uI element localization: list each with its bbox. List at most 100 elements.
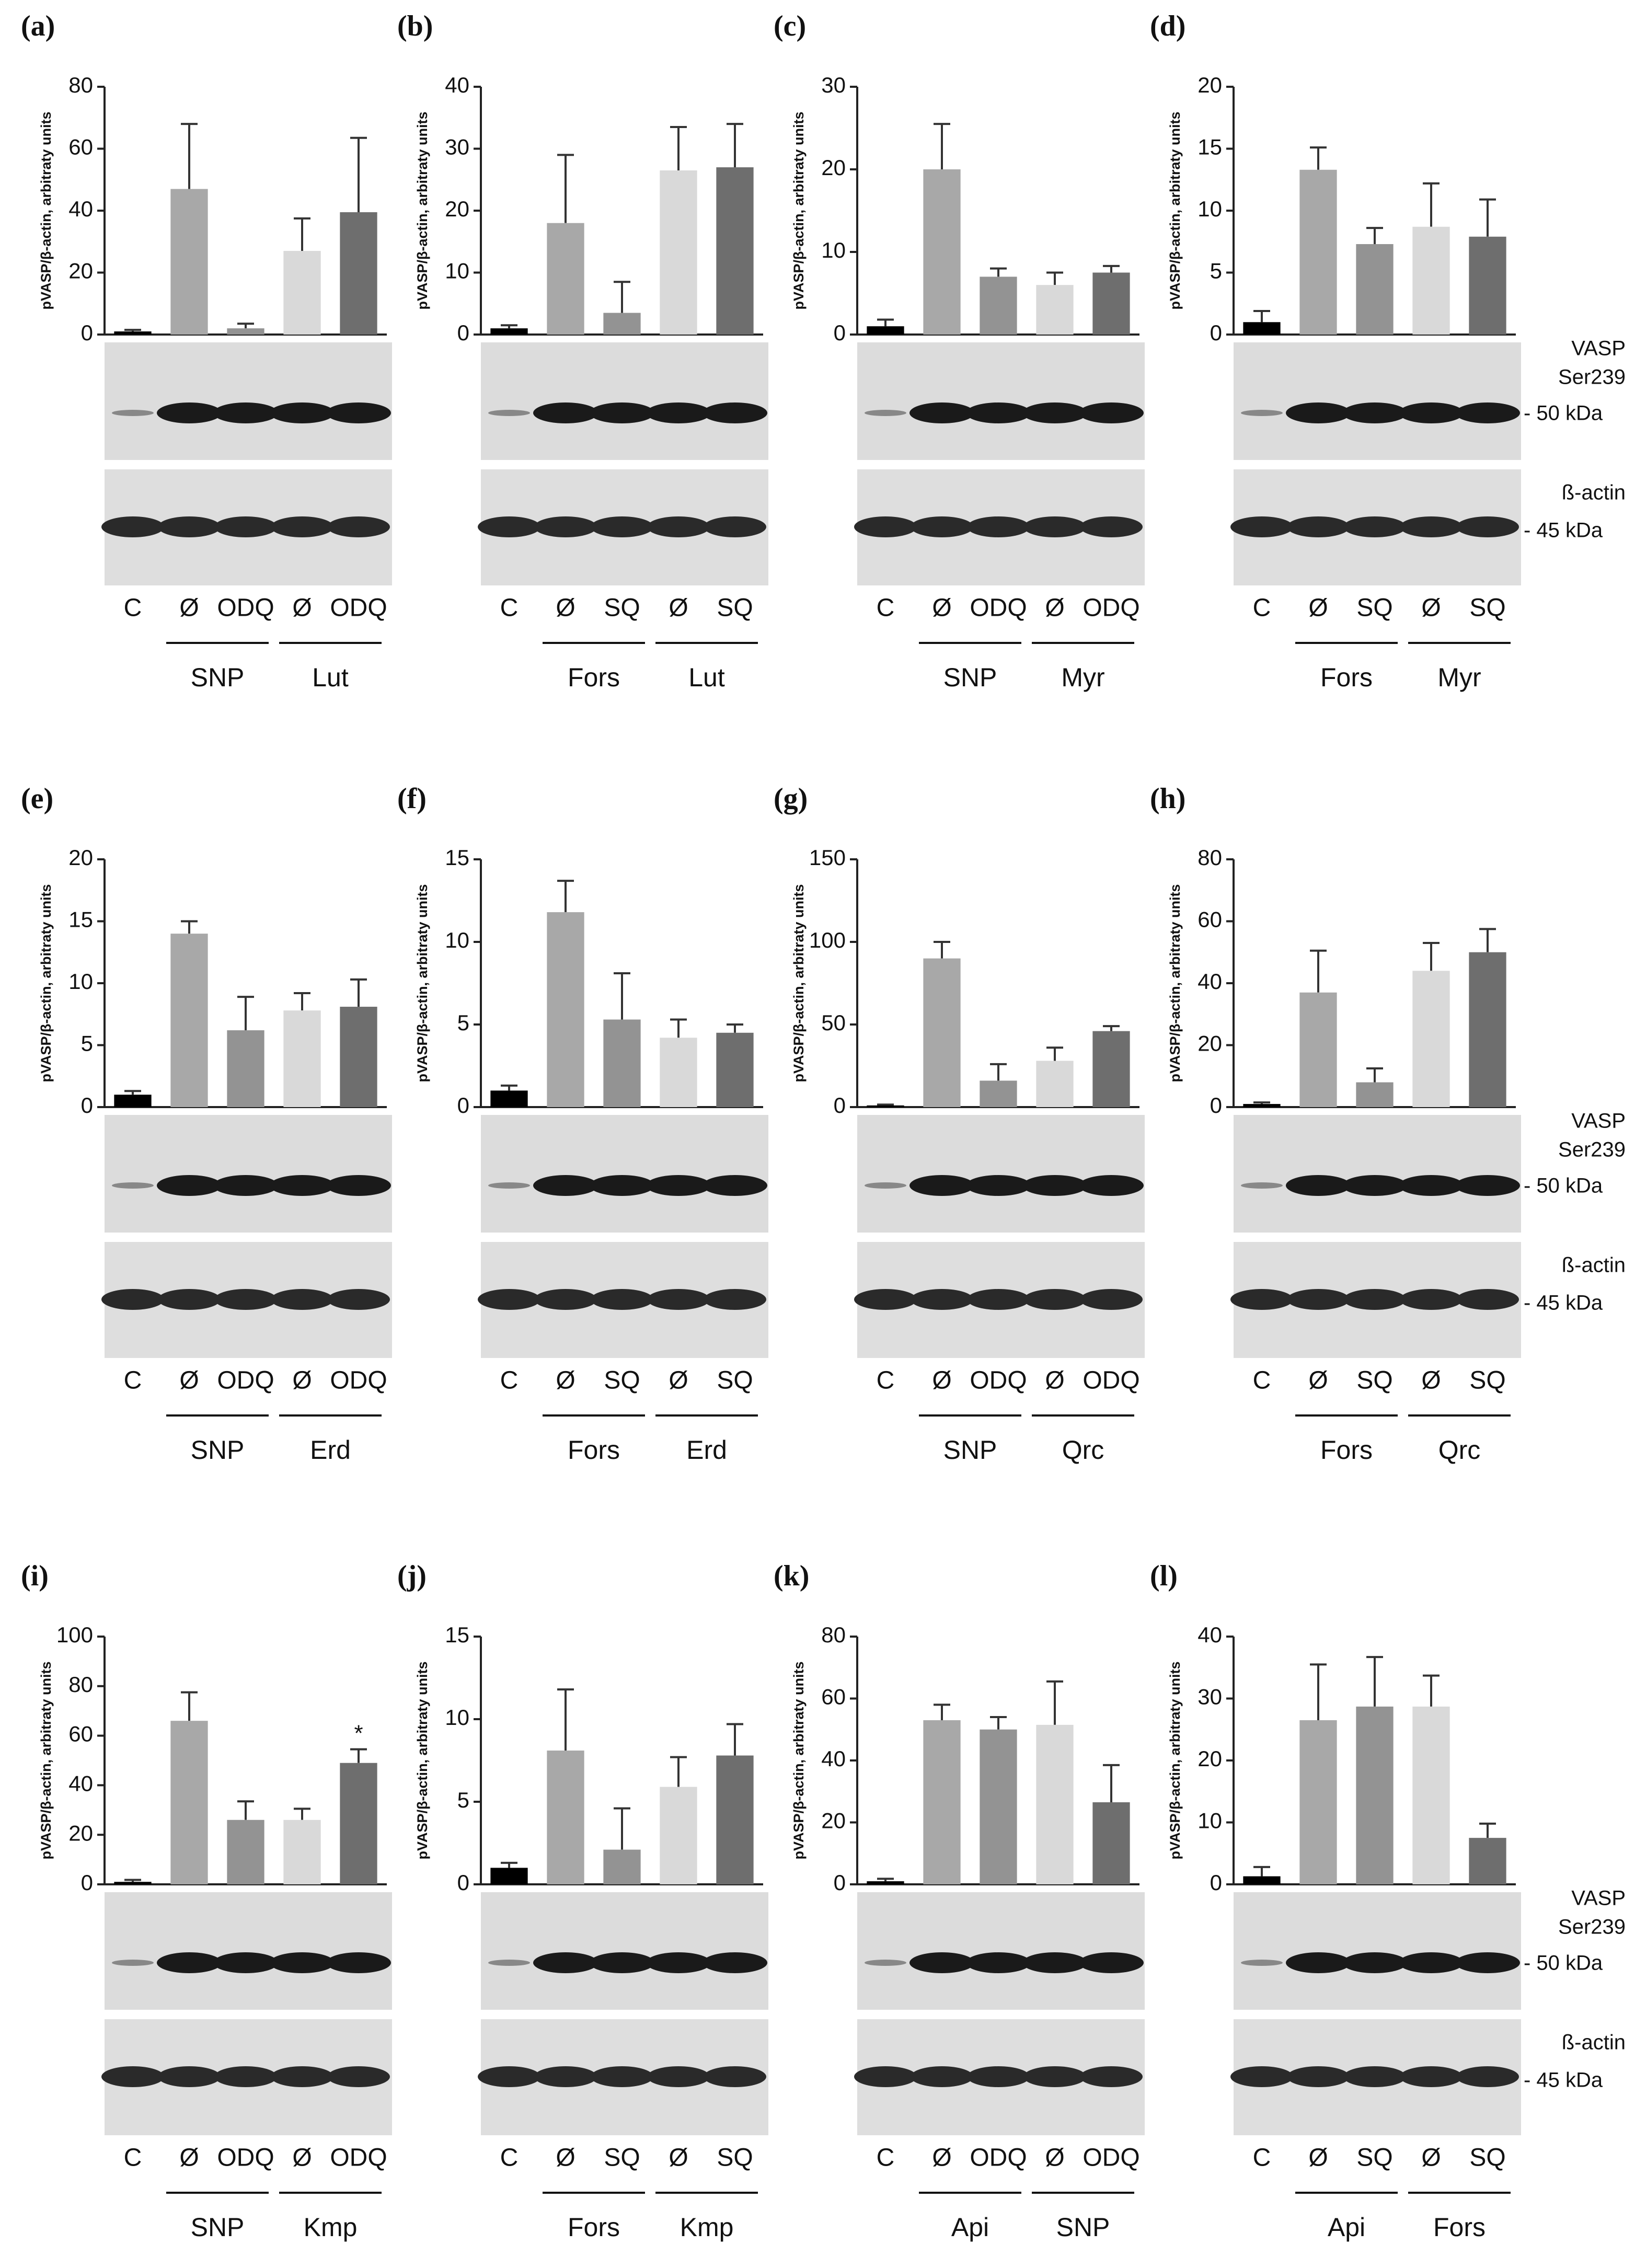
blot-band	[158, 2066, 221, 2087]
lane-label: ODQ	[330, 1367, 387, 1395]
bar	[1092, 272, 1130, 335]
group-label: SNP	[1056, 2213, 1110, 2242]
lane-label: SQ	[604, 2144, 640, 2172]
blot-vasp	[1234, 1115, 1521, 1233]
bar	[980, 1729, 1017, 1884]
bar	[716, 167, 754, 335]
blot-band	[158, 1289, 221, 1310]
y-tick-label: 20	[68, 1821, 93, 1845]
group-label: Myr	[1437, 663, 1481, 692]
bar	[660, 1787, 697, 1884]
blot-band	[1022, 1952, 1087, 1973]
group-label: Fors	[568, 2213, 620, 2242]
annotation: *	[354, 1720, 363, 1746]
lane-label: ODQ	[217, 594, 274, 622]
blot-label: Ser239	[1558, 366, 1626, 389]
blot-band	[157, 402, 222, 423]
blot-band	[1080, 1289, 1143, 1310]
lane-label: ODQ	[970, 2144, 1027, 2172]
blot-vasp	[481, 342, 768, 460]
y-tick-label: 15	[445, 1622, 469, 1647]
group-label: SNP	[943, 1435, 997, 1465]
blot-band	[966, 1175, 1031, 1196]
blot-band	[1399, 1952, 1464, 1973]
blot-band	[157, 1952, 222, 1973]
bar	[1092, 1802, 1130, 1884]
lane-label: SQ	[1356, 2144, 1392, 2172]
y-axis-label: pVASP/β-actin, arbitraty units	[791, 884, 807, 1082]
blot-band	[590, 1175, 654, 1196]
y-tick-label: 0	[834, 1093, 846, 1118]
y-tick-label: 20	[821, 155, 846, 180]
blot-band	[1286, 1175, 1351, 1196]
panel-letter: (g)	[774, 782, 808, 815]
lane-label: Ø	[292, 1367, 312, 1395]
y-tick-label: 40	[821, 1746, 846, 1771]
bar	[1412, 226, 1450, 335]
blot-band	[533, 1952, 598, 1973]
y-tick-label: 30	[1198, 1685, 1222, 1709]
lane-label: Ø	[1308, 1367, 1328, 1395]
bar	[227, 328, 264, 335]
bar	[227, 1820, 264, 1884]
y-tick-label: 20	[1198, 1031, 1222, 1056]
blot-band	[101, 516, 164, 537]
blot-band	[1400, 516, 1463, 537]
blot-band	[967, 516, 1030, 537]
bar	[923, 1720, 961, 1884]
lane-label: Ø	[292, 594, 312, 622]
lane-label: ODQ	[330, 594, 387, 622]
y-axis-label: pVASP/β-actin, arbitraty units	[791, 111, 807, 309]
panel-letter: (e)	[21, 782, 53, 815]
blot-band	[1455, 402, 1520, 423]
blot-band	[1342, 402, 1407, 423]
panel-letter: (c)	[774, 10, 806, 42]
lane-label: Ø	[179, 594, 199, 622]
bar	[603, 1019, 641, 1107]
bar	[603, 1849, 641, 1884]
blot-band	[271, 2066, 333, 2087]
bar	[660, 1038, 697, 1107]
blot-band	[270, 1952, 335, 1973]
blot-label: - 50 kDa	[1524, 1952, 1603, 1975]
y-axis-label: pVASP/β-actin, arbitraty units	[414, 884, 430, 1082]
y-tick-label: 0	[1210, 320, 1222, 345]
y-tick-label: 5	[457, 1010, 469, 1035]
lane-label: ODQ	[217, 1367, 274, 1395]
blot-band	[214, 2066, 277, 2087]
group-label: Fors	[568, 663, 620, 692]
bar	[283, 251, 321, 335]
panel-letter: (a)	[21, 10, 55, 42]
panel-letter: (k)	[774, 1560, 809, 1592]
y-tick-label: 100	[56, 1622, 93, 1647]
blot-band	[1399, 1175, 1464, 1196]
blot-band	[1342, 1175, 1407, 1196]
bar	[716, 1755, 754, 1884]
bar	[340, 1763, 377, 1884]
lane-label: Ø	[1045, 594, 1064, 622]
blot-band	[590, 1952, 654, 1973]
blot-band	[909, 1175, 974, 1196]
y-tick-label: 80	[68, 73, 93, 97]
y-tick-label: 10	[1198, 197, 1222, 221]
y-tick-label: 10	[68, 969, 93, 994]
blot-band	[271, 1289, 333, 1310]
blot-band	[271, 516, 333, 537]
blot-band	[1022, 1175, 1087, 1196]
lane-label: Ø	[1421, 594, 1441, 622]
blot-vasp	[105, 1892, 392, 2010]
lane-label: C	[500, 2144, 519, 2172]
bar	[1356, 244, 1394, 335]
y-tick-label: 150	[809, 845, 846, 870]
blot-band	[327, 516, 390, 537]
bar	[547, 223, 584, 335]
y-tick-label: 0	[834, 1870, 846, 1895]
lane-label: Ø	[1308, 594, 1328, 622]
y-tick-label: 40	[68, 197, 93, 221]
lane-label: SQ	[717, 1367, 753, 1395]
y-tick-label: 0	[81, 1093, 93, 1118]
y-tick-label: 20	[821, 1809, 846, 1833]
panel-letter: (l)	[1150, 1560, 1178, 1592]
lane-label: SQ	[1469, 1367, 1505, 1395]
